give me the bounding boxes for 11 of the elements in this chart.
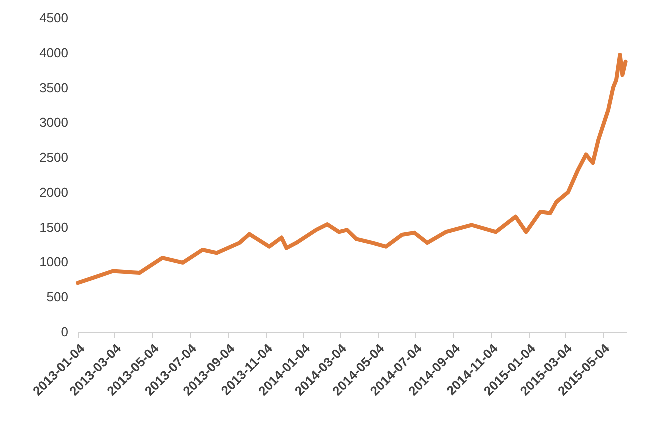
y-tick-label: 1000 bbox=[40, 254, 68, 270]
y-tick-label: 0 bbox=[61, 324, 68, 340]
y-tick-label: 2000 bbox=[40, 184, 68, 200]
line-series bbox=[76, 52, 628, 286]
y-tick-label: 4500 bbox=[40, 10, 68, 26]
y-tick-label: 3000 bbox=[40, 115, 68, 130]
y-tick-label: 500 bbox=[46, 290, 68, 305]
y-tick-label: 3500 bbox=[40, 80, 68, 96]
y-tick-label: 2500 bbox=[40, 150, 68, 166]
y-tick-label: 4000 bbox=[40, 45, 68, 60]
y-tick-label: 1500 bbox=[40, 220, 68, 235]
